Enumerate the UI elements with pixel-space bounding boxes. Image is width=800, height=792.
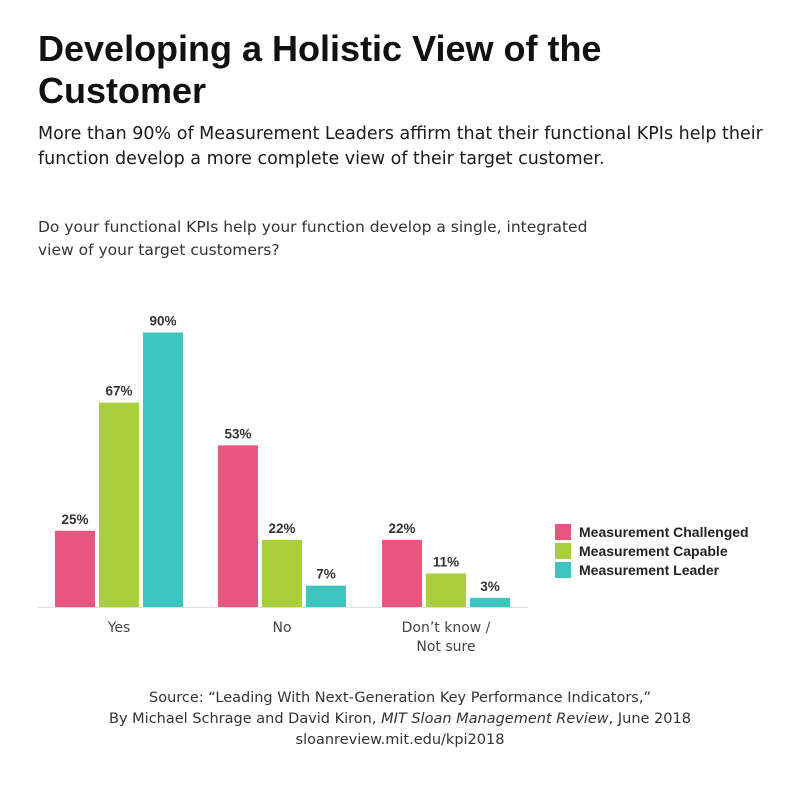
legend: Measurement Challenged Measurement Capabl…: [555, 524, 749, 578]
bar-value-label: 11%: [433, 554, 459, 569]
source-date: , June 2018: [608, 711, 691, 727]
chart-subtitle: More than 90% of Measurement Leaders aff…: [38, 124, 763, 169]
bar-value-label: 7%: [316, 567, 336, 582]
legend-label: Measurement Challenged: [579, 524, 749, 540]
bar-labels-group: 25% 53% 22% 67% 22% 11% 90% 7% 3%: [61, 314, 499, 594]
bar-1-1: [55, 530, 95, 607]
bar-value-label: 67%: [105, 384, 132, 399]
bar-3-2: [306, 585, 346, 607]
source-authors: By Michael Schrage and David Kiron,: [109, 711, 382, 727]
bar-value-label: 25%: [61, 512, 88, 527]
category-label-line: No: [272, 620, 291, 636]
bar-2-1: [99, 402, 139, 607]
category-label: Yes: [107, 620, 131, 636]
chart-title: Developing a Holistic View of the Custom…: [38, 28, 602, 111]
source-note: Source: “Leading With Next-Generation Ke…: [0, 688, 800, 751]
bar-3-3: [470, 597, 510, 607]
bar-value-label: 3%: [480, 579, 500, 594]
legend-swatch: [555, 543, 571, 559]
category-label-line: Don’t know /: [402, 620, 491, 636]
source-publication: MIT Sloan Management Review: [381, 711, 609, 727]
legend-label: Measurement Capable: [579, 543, 728, 559]
bar-value-label: 90%: [149, 314, 176, 329]
bar-chart: 25% 53% 22% 67% 22% 11% 90% 7% 3% Yes No Don’t kno…: [38, 314, 749, 655]
category-label-line: Yes: [107, 620, 131, 636]
category-label: No: [272, 620, 291, 636]
bars-group: [55, 332, 510, 607]
bar-1-3: [382, 539, 422, 607]
category-labels-group: Yes No Don’t know / Not sure: [107, 620, 491, 655]
source-line-2: By Michael Schrage and David Kiron, MIT …: [0, 709, 800, 730]
source-url[interactable]: sloanreview.mit.edu/kpi2018: [295, 732, 505, 748]
legend-swatch: [555, 524, 571, 540]
legend-swatch: [555, 562, 571, 578]
source-line-1: Source: “Leading With Next-Generation Ke…: [149, 690, 651, 706]
survey-question: Do your functional KPIs help your functi…: [38, 218, 588, 259]
bar-value-label: 22%: [388, 521, 415, 536]
bar-value-label: 22%: [268, 521, 295, 536]
bar-2-3: [426, 573, 466, 607]
bar-value-label: 53%: [224, 426, 251, 441]
bar-2-2: [262, 539, 302, 607]
category-label: Don’t know / Not sure: [402, 620, 491, 655]
bar-3-1: [143, 332, 183, 607]
bar-1-2: [218, 445, 258, 607]
legend-label: Measurement Leader: [579, 562, 720, 578]
category-label-line: Not sure: [416, 639, 475, 655]
